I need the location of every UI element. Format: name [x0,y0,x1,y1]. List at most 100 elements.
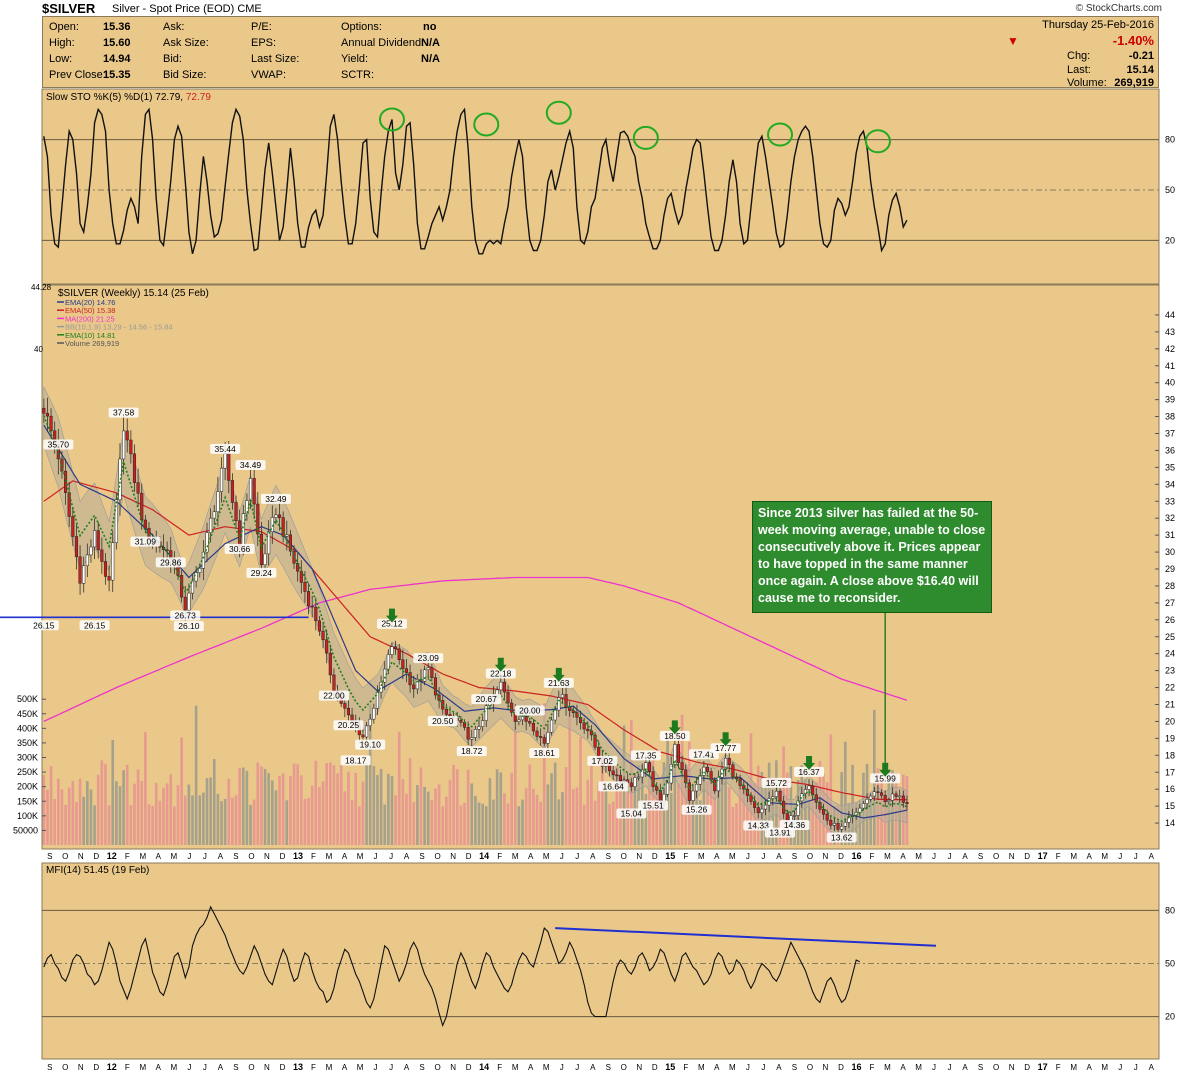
x-tick-label: A [156,1063,162,1072]
candle-body [122,430,126,460]
price-label: 15.99 [875,773,897,783]
volume-bar [93,805,96,845]
x-tick-label: A [776,852,782,861]
x-tick-label: S [419,852,424,861]
price-label: 23.09 [418,653,440,663]
candle-body [270,517,274,532]
x-tick-label: A [218,852,224,861]
candle-body [100,549,104,562]
volume-bar [368,705,372,845]
x-tick-label: M [171,1063,178,1072]
candle-body [622,779,626,782]
volume-bar [695,786,698,845]
volume-bar [601,760,604,845]
volume-bar [118,786,122,845]
volume-bar [746,794,749,845]
price-tick-label: 37 [1165,429,1175,439]
x-tick-label: F [683,852,688,861]
x-tick-label: A [714,852,720,861]
volume-bar [481,803,484,845]
chg-label: Chg: [1067,50,1091,62]
down-arrow-icon [803,755,816,770]
x-axis-strip [42,1061,1159,1072]
candle-body [183,596,187,611]
candle-body [252,478,256,505]
x-tick-label: A [900,1063,906,1072]
price-label-bg [471,694,502,705]
candle-body [103,561,108,577]
candle-body [756,807,760,813]
candle-body [241,513,245,547]
candle-body [680,762,684,771]
x-tick-label: M [512,852,519,861]
candle-body [502,681,506,693]
x-tick-label: N [450,852,456,861]
x-tick-label: D [838,1063,844,1072]
x-tick-label: N [823,1063,829,1072]
price-label: 34.49 [240,460,262,470]
volume-bar [677,783,680,845]
candle-body [615,774,619,777]
volume-bar [604,786,608,845]
volume-label: Volume: [1067,77,1107,89]
price-tick-label: 28 [1165,581,1175,591]
candle-body [390,646,394,655]
volume-bar [303,798,307,845]
candle-body [404,668,409,673]
x-tick-label: M [884,852,891,861]
volume-bar [220,801,223,845]
candle-body [426,667,430,671]
candle-body [727,758,731,765]
x-tick-label: A [1087,1063,1093,1072]
candle-body [386,654,390,670]
volume-bar [122,770,125,845]
price-tick-label: 39 [1165,395,1175,405]
volume-bar [405,793,408,845]
candle-body [209,517,213,533]
candle-body [397,648,401,660]
x-tick-label: M [698,1063,705,1072]
volume-bar [376,775,379,845]
volume-bar [187,784,191,845]
volume-bar [387,773,390,845]
price-tick-label: 21 [1165,700,1175,710]
volume-bar [597,782,600,845]
volume-bar [626,792,630,845]
candle-body [459,720,463,723]
x-tick-label: O [621,852,627,861]
volume-bar [318,787,321,845]
x-tick-label: M [171,852,178,861]
candle-body [423,669,427,682]
ema50-line [43,480,907,801]
x-tick-label: F [497,852,502,861]
sto-peak-circle [767,122,794,147]
x-tick-label: D [838,852,844,861]
volume-bar [593,800,597,845]
candle-body [248,478,253,501]
candle-body [807,785,811,790]
price-tick-label: 43 [1165,327,1175,337]
volume-bar [165,783,169,845]
price-tick-label: 24 [1165,649,1175,659]
volume-bar [339,765,343,845]
volume-bar [459,805,463,845]
legend-entry: EMA(20) 14.76 [65,298,115,307]
price-tick-label: 18 [1165,750,1175,760]
candle-body [96,530,100,551]
x-tick-label: N [636,852,642,861]
price-tick-label: 34 [1165,479,1175,489]
volume-bar [738,780,742,845]
price-label-bg [779,819,810,830]
x-tick-label: 12 [107,1062,117,1072]
volume-bar [669,793,673,845]
volume-bar [412,802,416,845]
volume-bar [289,775,292,845]
price-tick-label: 23 [1165,666,1175,676]
candle-body [343,703,347,709]
price-label: 15.04 [621,808,643,818]
x-tick-label: J [948,852,952,861]
x-tick-label: S [233,852,238,861]
volume-bar [96,774,100,845]
volume-bar [564,767,568,845]
volume-bar [561,792,564,845]
